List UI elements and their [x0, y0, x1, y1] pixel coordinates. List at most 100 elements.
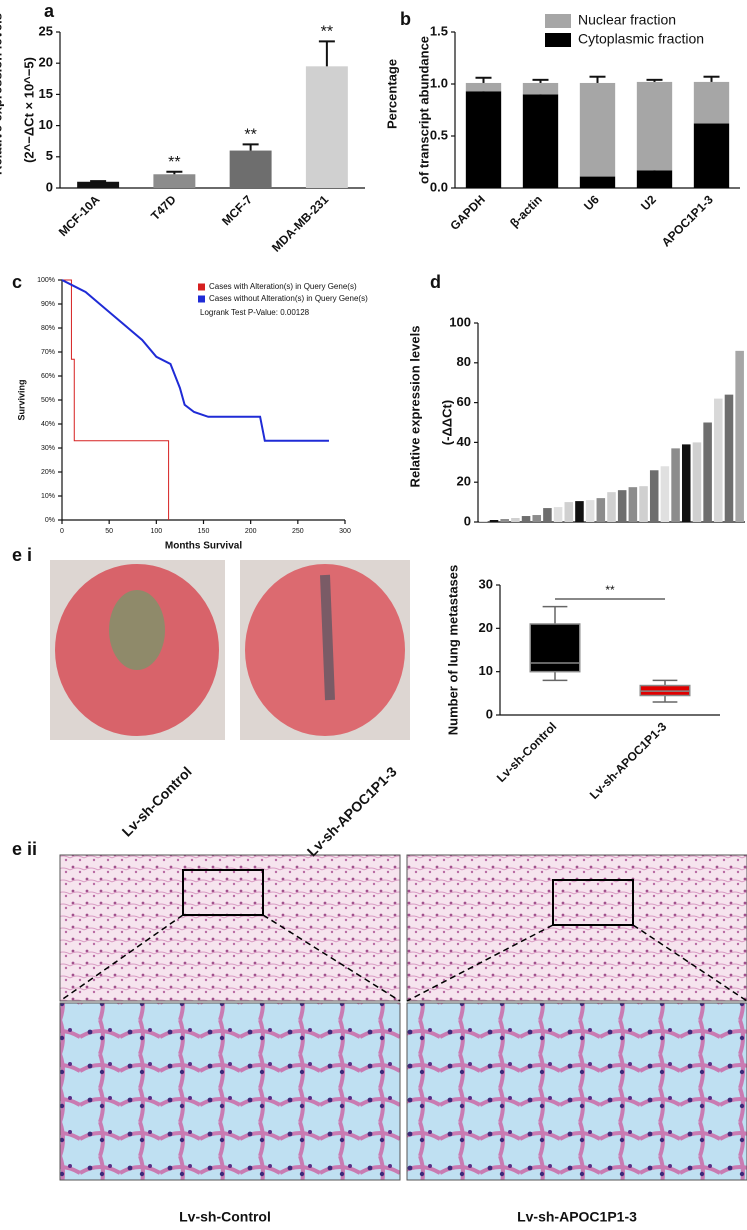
y-tick-label: 30	[479, 576, 493, 591]
lung-caption: Lv-sh-APOC1P1-3	[304, 763, 400, 859]
lung-caption: Lv-sh-Control	[119, 763, 195, 839]
y-tick-label: 60%	[41, 373, 55, 380]
y-tick-label: 10	[39, 117, 53, 132]
bar	[479, 521, 488, 522]
y-axis-label: Relative expression levels	[0, 13, 4, 175]
bar-segment	[636, 170, 673, 188]
legend-swatch	[198, 295, 205, 303]
y-tick-label: 1.0	[430, 75, 448, 90]
significance: **	[605, 583, 615, 597]
bar	[671, 448, 680, 522]
bar	[714, 398, 723, 522]
bar	[575, 501, 584, 522]
y-tick-label: 80	[457, 354, 471, 369]
y-tick-label: 0.5	[430, 127, 448, 142]
bar	[735, 350, 744, 522]
bar	[77, 181, 120, 188]
legend-swatch	[198, 283, 205, 291]
bar	[532, 515, 542, 522]
y-tick-label: 5	[46, 148, 53, 163]
x-tick-label: APOC1P1-3	[659, 192, 716, 249]
bar	[489, 520, 499, 522]
x-tick-label: 0	[60, 528, 64, 535]
y-tick-label: 10	[479, 663, 493, 678]
x-tick-label: Lv-sh-APOC1P1-3	[587, 719, 670, 802]
bar	[500, 519, 509, 522]
bar	[681, 444, 691, 522]
bar-segment	[522, 82, 559, 95]
bar	[511, 518, 520, 522]
y-tick-label: 20	[479, 620, 493, 635]
x-axis-label: Months Survival	[165, 541, 242, 552]
significance: **	[321, 24, 333, 41]
bar	[649, 470, 659, 522]
y-tick-label: 0	[486, 706, 493, 721]
bar	[564, 502, 574, 522]
bar	[553, 507, 563, 522]
histology-images	[59, 854, 747, 1181]
bar	[692, 442, 702, 522]
bar-segment	[465, 82, 502, 92]
x-tick-label: 300	[339, 528, 351, 535]
bar-segment	[636, 81, 673, 171]
y-tick-label: 100%	[37, 277, 55, 284]
x-tick-label: MCF-7	[219, 192, 255, 228]
bar	[521, 516, 531, 522]
y-tick-label: 20%	[41, 469, 55, 476]
bar	[628, 487, 638, 522]
y-axis-label: Percentage	[384, 59, 399, 129]
x-tick-label: U2	[638, 192, 659, 213]
bar	[596, 498, 606, 522]
survival-line	[61, 279, 329, 442]
bar-segment	[465, 91, 502, 188]
x-tick-label: MCF-10A	[56, 192, 103, 239]
y-axis-label: Surviving	[16, 379, 26, 420]
histology-caption: Lv-sh-APOC1P1-3	[517, 1209, 637, 1225]
bar	[543, 508, 552, 522]
bar-segment	[579, 82, 616, 177]
y-axis-label: Relative expression levels	[407, 326, 422, 488]
bar-segment	[579, 176, 616, 188]
panel-label: c	[12, 272, 22, 292]
lung-images	[50, 560, 410, 740]
y-axis-label: of transcript abundance	[416, 36, 431, 184]
panel-label: b	[400, 9, 411, 29]
bar-segment	[522, 94, 559, 188]
y-tick-label: 20	[457, 474, 471, 489]
panel-label: e ii	[12, 839, 37, 859]
bar	[703, 422, 712, 522]
panel-label: a	[44, 1, 55, 21]
bar	[585, 500, 595, 522]
y-tick-label: 30%	[41, 445, 55, 452]
x-tick-label: MDA-MB-231	[269, 192, 331, 254]
bar	[724, 394, 734, 522]
bar-segment	[693, 123, 730, 188]
y-tick-label: 90%	[41, 301, 55, 308]
x-tick-label: 100	[150, 528, 162, 535]
significance: **	[244, 127, 256, 144]
bar-segment	[693, 81, 730, 124]
bar	[660, 466, 670, 522]
x-tick-label: 150	[198, 528, 210, 535]
x-tick-label: T47D	[148, 192, 179, 223]
legend-label: Cytoplasmic fraction	[578, 31, 704, 47]
x-tick-label: 50	[105, 528, 113, 535]
y-tick-label: 80%	[41, 325, 55, 332]
y-axis-label: (-ΔΔCt)	[439, 400, 454, 445]
panel-label: d	[430, 272, 441, 292]
significance: **	[168, 154, 180, 171]
y-tick-label: 100	[449, 314, 471, 329]
x-tick-label: GAPDH	[447, 192, 488, 233]
y-tick-label: 70%	[41, 349, 55, 356]
y-tick-label: 15	[39, 86, 53, 101]
legend-swatch	[545, 33, 571, 47]
y-tick-label: 40%	[41, 421, 55, 428]
y-tick-label: 0	[46, 179, 53, 194]
y-tick-label: 25	[39, 23, 53, 38]
annotation: Logrank Test P-Value: 0.00128	[200, 308, 310, 317]
x-tick-label: 200	[245, 528, 257, 535]
y-tick-label: 0	[464, 513, 471, 528]
x-tick-label: β-actin	[507, 192, 545, 230]
x-tick-label: U6	[581, 192, 602, 213]
bar	[229, 150, 272, 188]
